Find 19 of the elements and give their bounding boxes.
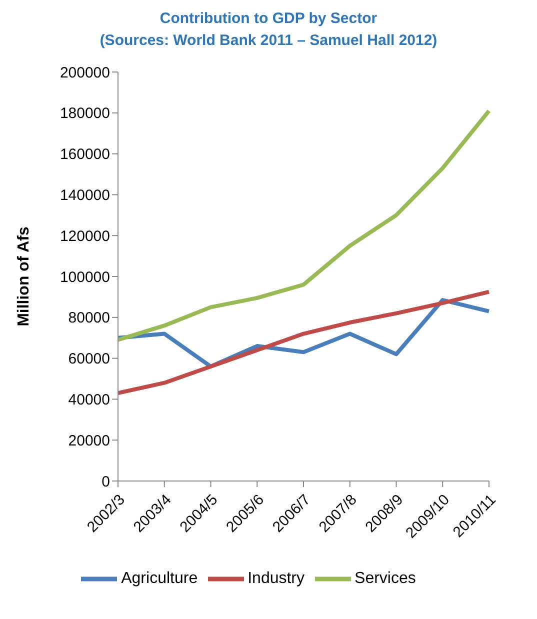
y-tick-label: 40000 <box>68 392 110 409</box>
legend-label: Industry <box>248 570 305 588</box>
y-tick-label: 20000 <box>68 432 110 450</box>
y-tick-label: 80000 <box>68 310 110 327</box>
y-tick-label: 140000 <box>60 187 110 204</box>
y-tick-label: 200000 <box>60 64 110 82</box>
chart-subtitle: (Sources: World Bank 2011 – Samuel Hall 2012) <box>98 31 438 51</box>
y-tick-label: 180000 <box>60 105 110 122</box>
legend-label: Services <box>354 570 416 588</box>
y-axis-title: Million of Afs <box>16 226 33 326</box>
y-tick-label: 100000 <box>60 268 110 286</box>
chart-title: Contribution to GDP by Sector <box>158 9 378 29</box>
line-series <box>116 108 491 342</box>
y-tick-label: 60000 <box>68 350 110 368</box>
line-series <box>116 290 491 396</box>
y-tick-label: 0 <box>102 473 110 490</box>
y-tick-label: 120000 <box>60 228 110 245</box>
y-tick-label: 160000 <box>60 146 110 164</box>
legend-label: Agriculture <box>121 570 198 588</box>
